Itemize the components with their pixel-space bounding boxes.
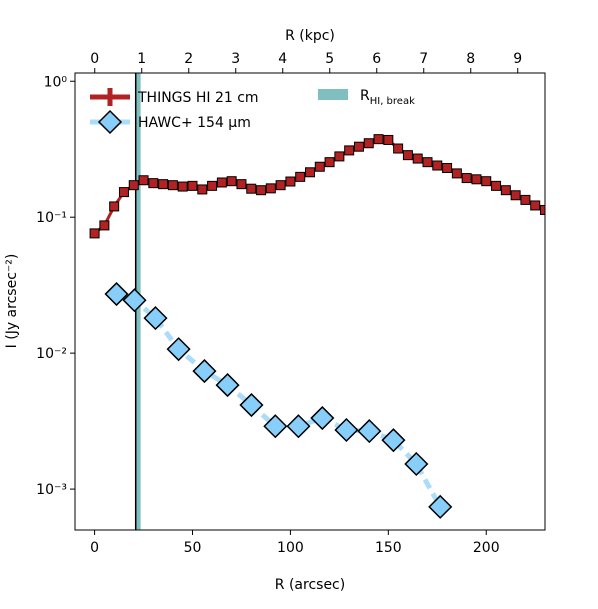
legend-patch (318, 89, 348, 100)
y-tick-label: 10⁻¹ (36, 210, 67, 226)
marker (404, 451, 429, 477)
marker (207, 180, 218, 191)
x2-tick-label: 5 (325, 51, 334, 67)
marker (344, 145, 355, 156)
y-tick-label: 10⁰ (44, 74, 68, 90)
x-axis-label: R (arcsec) (275, 577, 345, 593)
marker (128, 180, 139, 191)
marker (510, 190, 521, 201)
marker (138, 175, 149, 186)
marker (432, 160, 443, 171)
marker (197, 184, 208, 195)
marker (239, 392, 264, 418)
legend-label-main: R (360, 88, 370, 104)
marker (402, 150, 413, 161)
marker (104, 281, 129, 307)
marker (143, 306, 168, 331)
marker (286, 414, 311, 439)
marker (226, 176, 237, 187)
x2-tick-label: 8 (466, 51, 475, 67)
y-tick-label: 10⁻³ (36, 482, 67, 498)
marker (334, 417, 359, 443)
marker (428, 494, 453, 519)
marker (148, 178, 159, 189)
marker (314, 161, 325, 172)
marker (305, 167, 315, 178)
legend-label-sub: HI, break (370, 96, 415, 107)
marker (192, 359, 217, 384)
marker (216, 177, 227, 188)
axes-frame (74, 72, 546, 531)
marker (285, 176, 296, 187)
x2-tick-label: 4 (278, 51, 287, 67)
marker (275, 180, 286, 191)
marker (246, 183, 257, 194)
marker (383, 134, 394, 145)
marker (236, 179, 247, 190)
marker (324, 157, 335, 168)
marker (393, 143, 404, 154)
x-tick-label: 150 (375, 540, 402, 556)
marker (122, 288, 147, 313)
marker (89, 228, 100, 239)
x-tick-label: 100 (277, 540, 304, 556)
marker (540, 204, 545, 215)
marker (118, 187, 129, 198)
marker (256, 185, 267, 196)
marker (381, 428, 406, 453)
marker (520, 194, 531, 205)
marker (471, 174, 482, 185)
x2-axis-label: R (kpc) (285, 28, 335, 44)
marker (530, 200, 541, 211)
marker (500, 185, 511, 196)
x2-tick-label: 0 (90, 51, 99, 67)
x2-tick-label: 7 (419, 51, 428, 67)
marker (461, 173, 472, 184)
legend-label: RHI, break (360, 88, 415, 107)
legend-label: THINGS HI 21 cm (137, 90, 259, 106)
x-tick-label: 0 (90, 540, 99, 556)
x-tick-label: 200 (473, 540, 500, 556)
marker (442, 163, 453, 174)
x2-tick-label: 2 (184, 51, 193, 67)
x2-tick-label: 9 (513, 51, 522, 67)
legend-label: HAWC+ 154 μm (138, 115, 251, 131)
marker (451, 168, 462, 179)
marker (357, 419, 382, 444)
marker (215, 373, 240, 398)
marker (422, 157, 433, 168)
marker (177, 181, 188, 192)
y-tick-label: 10⁻² (36, 346, 67, 362)
marker (167, 180, 178, 191)
marker (158, 179, 169, 190)
marker (295, 171, 306, 182)
marker (353, 141, 364, 152)
marker (412, 153, 423, 164)
marker (166, 337, 191, 362)
series-line (115, 291, 443, 509)
marker (373, 134, 384, 145)
marker (263, 414, 288, 439)
plot-area (89, 134, 545, 519)
marker (310, 405, 335, 431)
x-tick-label: 50 (184, 540, 202, 556)
marker (109, 201, 120, 212)
x2-tick-label: 1 (137, 51, 146, 67)
legend-marker (97, 109, 123, 135)
marker (265, 183, 276, 194)
marker (481, 176, 492, 187)
marker (491, 180, 502, 191)
y-axis-label: I (Jy arcsec⁻²) (4, 254, 20, 349)
marker (99, 220, 110, 231)
marker (334, 151, 345, 162)
marker (363, 138, 374, 149)
x2-tick-label: 6 (372, 51, 381, 67)
x2-tick-label: 3 (231, 51, 240, 67)
marker (187, 180, 198, 191)
